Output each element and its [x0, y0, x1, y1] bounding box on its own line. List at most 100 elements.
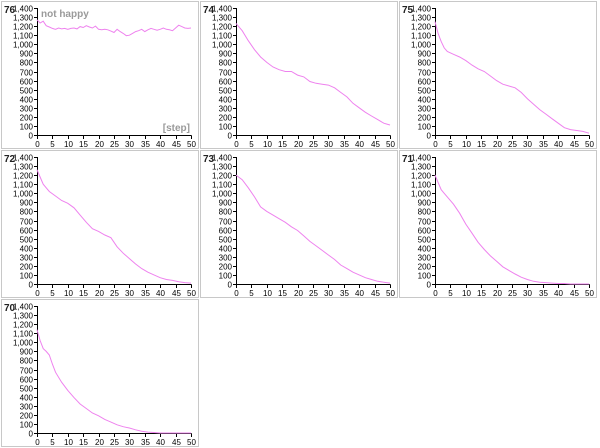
x-tick-label: 45 [570, 140, 579, 149]
y-tick-label: 600 [418, 78, 432, 87]
y-tick-label: 0 [228, 132, 233, 141]
x-tick-label: 20 [95, 140, 104, 149]
x-tick-label: 35 [141, 438, 150, 447]
x-tick-label: 25 [508, 289, 517, 298]
x-tick-label: 25 [110, 438, 119, 447]
y-tick-label: 0 [29, 132, 34, 141]
line-chart: 7501002003004005006007008009001,0001,100… [402, 5, 594, 150]
x-tick-label: 10 [64, 438, 73, 447]
x-tick-label: 15 [477, 289, 486, 298]
x-tick-label: 30 [125, 289, 134, 298]
x-tick-label: 15 [79, 289, 88, 298]
y-tick-label: 1,400 [212, 154, 233, 163]
y-tick-label: 500 [219, 87, 233, 96]
series-line-75 [434, 21, 590, 134]
y-tick-label: 900 [20, 50, 34, 59]
y-tick-label: 800 [219, 59, 233, 68]
y-tick-label: 200 [219, 263, 233, 272]
line-chart: 7001002003004005006007008009001,0001,100… [4, 303, 196, 448]
panel-id-label: 74 [203, 5, 215, 16]
x-tick-label: 45 [570, 289, 579, 298]
y-tick-label: 1,300 [212, 163, 233, 172]
y-tick-label: 500 [219, 236, 233, 245]
x-tick-label: 45 [371, 140, 380, 149]
x-tick-label: 10 [263, 289, 272, 298]
x-tick-label: 0 [35, 289, 40, 298]
y-tick-label: 1,000 [13, 41, 34, 50]
y-tick-label: 900 [418, 199, 432, 208]
x-tick-label: 40 [554, 140, 563, 149]
x-tick-label: 5 [50, 289, 55, 298]
y-tick-label: 300 [219, 254, 233, 263]
x-tick-label: 25 [309, 140, 318, 149]
panel-id-label: 73 [203, 154, 215, 165]
x-tick-label: 5 [50, 140, 55, 149]
panel-id-label: 71 [402, 154, 414, 165]
y-tick-label: 300 [20, 403, 34, 412]
x-tick-label: 15 [278, 140, 287, 149]
x-tick-label: 10 [462, 140, 471, 149]
x-tick-label: 20 [95, 289, 104, 298]
y-tick-label: 100 [219, 123, 233, 132]
y-tick-label: 700 [418, 218, 432, 227]
y-tick-label: 700 [219, 69, 233, 78]
y-tick-label: 1,100 [13, 32, 34, 41]
y-tick-label: 400 [20, 96, 34, 105]
y-tick-label: 100 [20, 272, 34, 281]
y-tick-label: 500 [418, 87, 432, 96]
y-tick-label: 1,400 [13, 5, 34, 14]
y-tick-label: 100 [20, 421, 34, 430]
x-tick-label: 40 [355, 140, 364, 149]
y-tick-label: 700 [20, 218, 34, 227]
x-tick-label: 10 [64, 140, 73, 149]
y-tick-label: 500 [20, 385, 34, 394]
y-tick-label: 1,300 [13, 14, 34, 23]
legend-label-not-happy: not happy [41, 9, 89, 20]
y-tick-label: 800 [418, 59, 432, 68]
chart-panel-71: 71 0 100 200 300 400 500 600 700 800 900 1,000 1,100… [399, 150, 597, 298]
x-tick-label: 5 [50, 438, 55, 447]
chart-panel-73: 73 0 100 200 300 400 500 600 700 800 900 1,000 1,100… [200, 150, 398, 298]
y-tick-label: 1,400 [212, 5, 233, 14]
line-chart: 7601002003004005006007008009001,0001,100… [4, 5, 196, 150]
x-tick-label: 45 [172, 289, 181, 298]
y-tick-label: 1,100 [411, 181, 432, 190]
y-tick-label: 500 [418, 236, 432, 245]
y-tick-label: 1,100 [13, 181, 34, 190]
x-tick-label: 45 [172, 438, 181, 447]
y-tick-label: 1,100 [411, 32, 432, 41]
y-tick-label: 200 [20, 412, 34, 421]
x-tick-label: 20 [294, 289, 303, 298]
y-tick-label: 400 [418, 96, 432, 105]
y-tick-label: 600 [219, 227, 233, 236]
y-tick-label: 1,200 [212, 172, 233, 181]
y-tick-label: 800 [219, 208, 233, 217]
x-tick-label: 30 [125, 438, 134, 447]
y-tick-label: 900 [20, 199, 34, 208]
x-tick-label: 25 [110, 289, 119, 298]
x-tick-label: 35 [340, 289, 349, 298]
y-tick-label: 400 [219, 96, 233, 105]
x-tick-label: 25 [508, 140, 517, 149]
y-tick-label: 600 [20, 227, 34, 236]
chart-panel-72: 72 0 100 200 300 400 500 600 700 800 900 1,000 1,100… [1, 150, 199, 298]
series-line-70 [36, 329, 191, 434]
x-tick-label: 50 [585, 289, 594, 298]
x-tick-label: 0 [35, 438, 40, 447]
y-tick-label: 1,000 [212, 190, 233, 199]
x-tick-label: 10 [263, 140, 272, 149]
x-tick-label: 40 [156, 289, 165, 298]
x-tick-label: 0 [234, 140, 239, 149]
x-tick-label: 5 [448, 140, 453, 149]
x-tick-label: 5 [249, 289, 254, 298]
y-tick-label: 1,400 [13, 303, 34, 312]
y-tick-label: 400 [20, 245, 34, 254]
y-tick-label: 900 [20, 348, 34, 357]
panel-id-label: 76 [4, 5, 16, 16]
y-tick-label: 1,400 [13, 154, 34, 163]
y-tick-label: 700 [219, 218, 233, 227]
y-tick-label: 1,300 [212, 14, 233, 23]
y-tick-label: 200 [219, 114, 233, 123]
x-tick-label: 5 [448, 289, 453, 298]
y-tick-label: 1,300 [411, 163, 432, 172]
